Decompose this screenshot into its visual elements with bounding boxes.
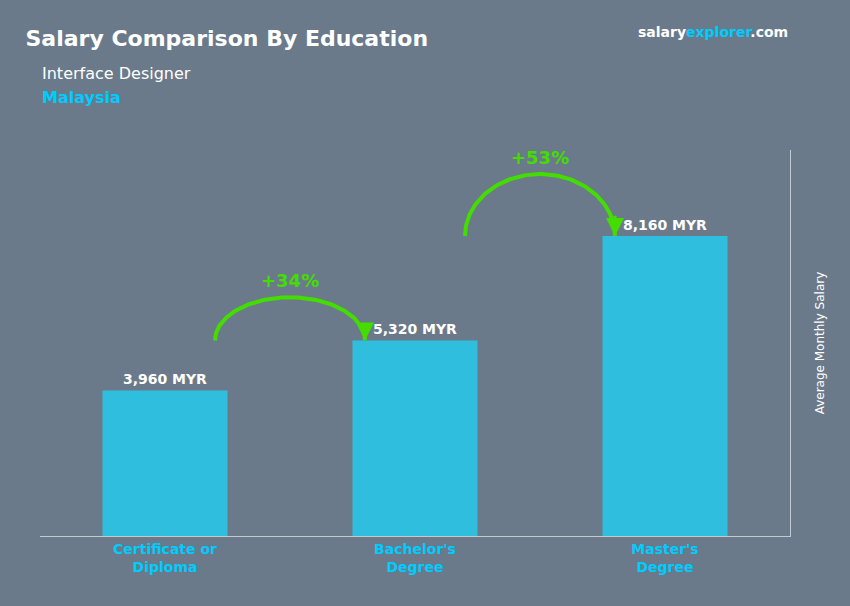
svg-text:8,160 MYR: 8,160 MYR bbox=[623, 217, 707, 233]
svg-text:5,320 MYR: 5,320 MYR bbox=[373, 321, 457, 337]
svg-text:Interface Designer: Interface Designer bbox=[42, 64, 191, 83]
svg-text:salaryexplorer.com: salaryexplorer.com bbox=[638, 24, 788, 40]
svg-text:Master'sDegree: Master'sDegree bbox=[631, 541, 698, 575]
svg-text:Salary Comparison By Education: Salary Comparison By Education bbox=[26, 26, 429, 51]
svg-text:3,960 MYR: 3,960 MYR bbox=[123, 371, 207, 387]
svg-text:Certificate orDiploma: Certificate orDiploma bbox=[113, 541, 217, 575]
svg-text:Malaysia: Malaysia bbox=[42, 88, 121, 107]
svg-text:Bachelor'sDegree: Bachelor'sDegree bbox=[374, 541, 456, 575]
svg-text:+53%: +53% bbox=[511, 147, 569, 168]
svg-text:Average Monthly Salary: Average Monthly Salary bbox=[813, 272, 827, 415]
svg-text:+34%: +34% bbox=[261, 270, 319, 291]
